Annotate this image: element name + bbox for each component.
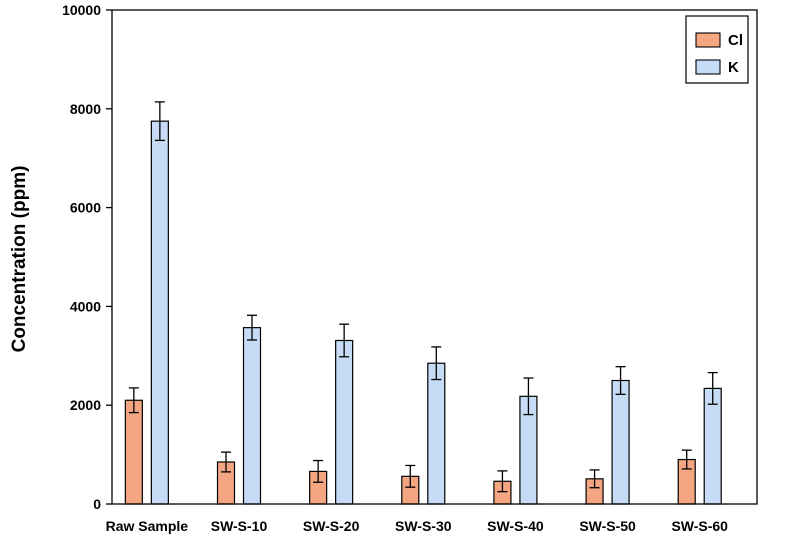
y-tick-label: 2000 — [70, 397, 101, 413]
legend-label-k: K — [728, 59, 739, 76]
bars-group — [124, 120, 722, 505]
error-bars-group — [128, 101, 718, 493]
y-tick-label: 8000 — [70, 101, 101, 117]
x-tick-label: SW-S-50 — [579, 518, 636, 534]
x-tick-label: Raw Sample — [106, 518, 189, 534]
x-tick-label: SW-S-20 — [303, 518, 360, 534]
legend-swatch-cl — [695, 32, 721, 48]
bar-k — [242, 327, 262, 505]
y-tick-label: 6000 — [70, 200, 101, 216]
x-tick-label: SW-S-10 — [211, 518, 268, 534]
x-tick-label: SW-S-60 — [671, 518, 728, 534]
bar-k — [427, 362, 446, 505]
x-tick-label: SW-S-40 — [487, 518, 544, 534]
bar-k — [703, 387, 722, 505]
legend-label-cl: Cl — [728, 32, 743, 49]
bar-k — [611, 379, 630, 505]
x-tick-label: SW-S-30 — [395, 518, 452, 534]
y-tick-label: 10000 — [62, 2, 101, 18]
plot-frame — [111, 9, 758, 505]
y-tick-label: 0 — [93, 496, 101, 512]
legend-swatch-k — [695, 59, 721, 75]
axes-group: 0 2000 4000 6000 8000 10000 Raw Sample SW-S-10 S… — [62, 2, 758, 534]
y-axis-title: Concentration (ppm) — [9, 166, 30, 353]
bar-cl — [124, 399, 143, 505]
bar-k — [335, 339, 354, 505]
bar-k — [150, 120, 169, 505]
y-tick-label: 4000 — [70, 298, 101, 314]
legend: Cl K — [685, 15, 749, 84]
